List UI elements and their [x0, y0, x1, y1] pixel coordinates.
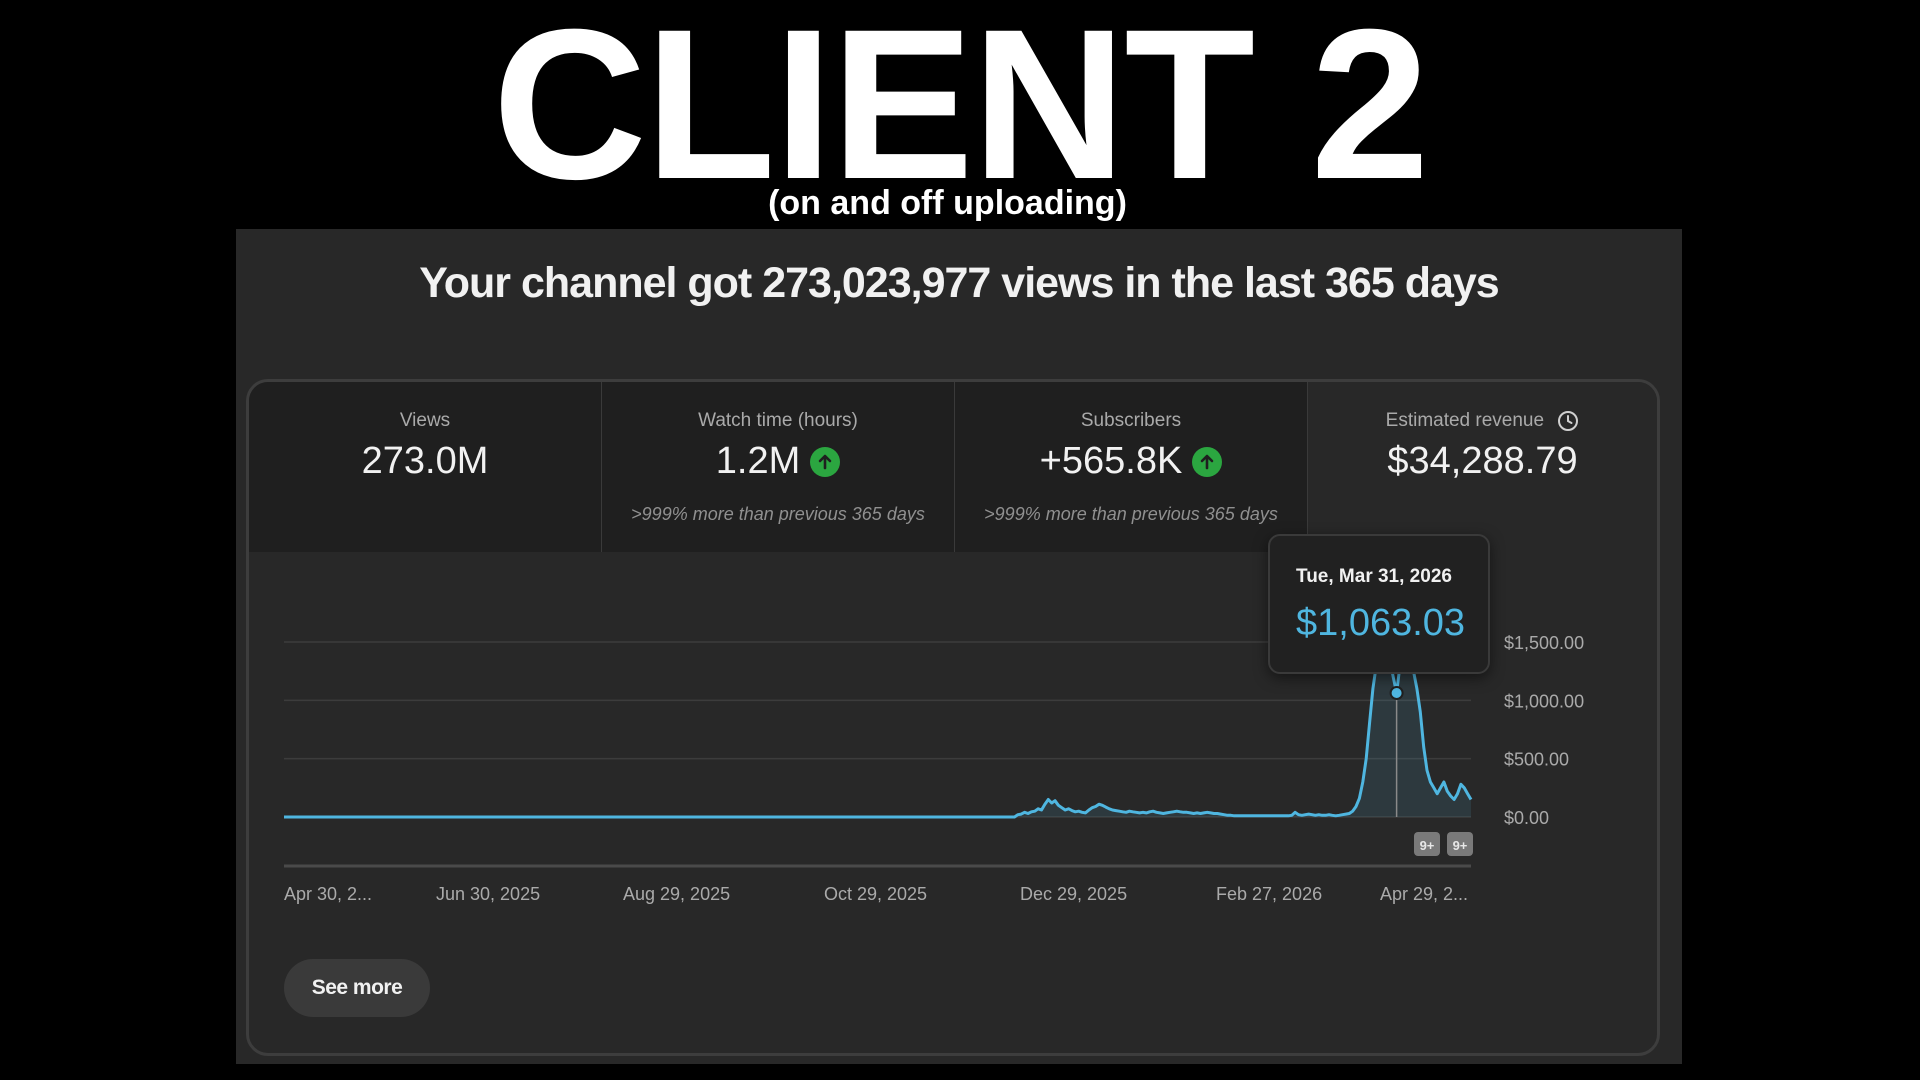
analytics-panel: Your channel got 273,023,977 views in th… [236, 229, 1682, 1064]
event-badge[interactable]: 9+ [1447, 832, 1473, 856]
x-tick-label: Aug 29, 2025 [623, 884, 730, 904]
hover-point [1389, 685, 1404, 700]
series-line [284, 640, 1473, 819]
x-tick-label: Apr 29, 2... [1380, 884, 1468, 904]
metric-label: Watch time (hours) [698, 410, 858, 431]
overlay-title: CLIENT 2 [492, 0, 1429, 224]
chart-tooltip: Tue, Mar 31, 2026 $1,063.03 [1268, 534, 1490, 674]
tooltip-value: $1,063.03 [1296, 602, 1466, 644]
overlay-subtitle: (on and off uploading) [768, 184, 1127, 222]
metric-tab-estimated-revenue[interactable]: Estimated revenue $34,288.79 [1308, 382, 1657, 552]
svg-text:9+: 9+ [1453, 838, 1468, 853]
x-tick-label: Apr 30, 2... [284, 884, 372, 904]
metric-label: Estimated revenue [1385, 410, 1545, 432]
metric-value: $34,288.79 [1387, 440, 1578, 482]
y-tick-label: $1,500.00 [1504, 633, 1584, 653]
metric-tab-views[interactable]: Views 273.0M [249, 382, 602, 552]
x-tick-label: Feb 27, 2026 [1216, 884, 1322, 904]
y-tick-label: $0.00 [1504, 808, 1549, 828]
tooltip-date: Tue, Mar 31, 2026 [1296, 566, 1452, 587]
y-tick-label: $1,000.00 [1504, 691, 1584, 711]
metrics-card: Views 273.0M Watch time (hours) 1.2M >99… [246, 379, 1660, 1056]
revenue-chart[interactable]: $1,500.00 $1,000.00 $500.00 $0.00 Apr 30, 2.… [236, 229, 1682, 1064]
x-tick-label: Oct 29, 2025 [824, 884, 927, 904]
metric-tabs: Views 273.0M Watch time (hours) 1.2M >99… [249, 382, 1657, 552]
metric-label: Subscribers [1080, 410, 1182, 431]
x-tick-label: Jun 30, 2025 [436, 884, 540, 904]
arrow-up-icon [810, 446, 841, 477]
channel-headline: Your channel got 273,023,977 views in th… [419, 259, 1499, 307]
svg-text:9+: 9+ [1420, 838, 1435, 853]
arrow-up-icon [1192, 446, 1223, 477]
metric-tab-subscribers[interactable]: Subscribers +565.8K >999% more than prev… [955, 382, 1308, 552]
event-badge[interactable]: 9+ [1414, 832, 1440, 856]
see-more-button[interactable]: See more [284, 959, 430, 1017]
metric-label: Views [399, 410, 451, 431]
metric-value: +565.8K [1039, 440, 1183, 482]
metric-value: 1.2M [715, 440, 801, 482]
y-tick-label: $500.00 [1504, 750, 1569, 770]
metric-comparison: >999% more than previous 365 days [631, 504, 925, 524]
metric-label-row: Estimated revenue [1308, 410, 1657, 432]
metric-comparison: >999% more than previous 365 days [984, 504, 1278, 524]
metric-value: 273.0M [361, 440, 489, 482]
clock-icon[interactable] [1557, 410, 1579, 432]
metric-tab-watch-time[interactable]: Watch time (hours) 1.2M >999% more than … [602, 382, 955, 552]
x-tick-label: Dec 29, 2025 [1020, 884, 1127, 904]
